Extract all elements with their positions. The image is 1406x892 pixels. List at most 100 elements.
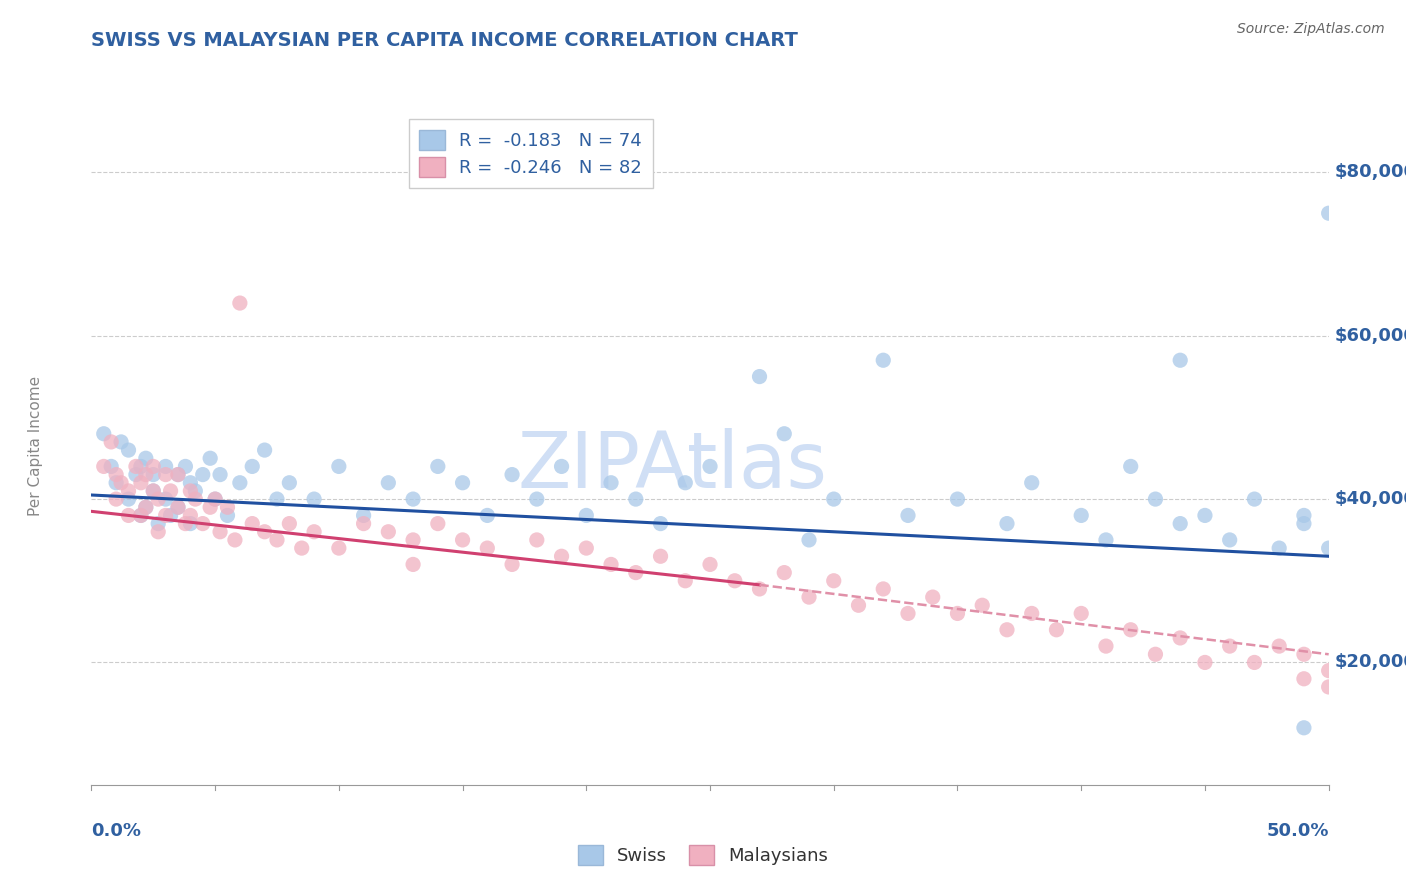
Point — [129, 508, 152, 523]
Point — [148, 492, 170, 507]
Point — [135, 451, 157, 466]
Point — [575, 508, 598, 523]
Point — [155, 467, 177, 482]
Text: $60,000: $60,000 — [1334, 326, 1406, 344]
Point — [1070, 508, 1092, 523]
Point — [167, 500, 190, 515]
Point — [328, 541, 350, 555]
Point — [217, 508, 239, 523]
Point — [848, 599, 870, 613]
Point — [224, 533, 246, 547]
Point — [377, 524, 399, 539]
Point — [650, 516, 672, 531]
Point — [100, 434, 122, 449]
Point — [451, 533, 474, 547]
Point — [198, 500, 221, 515]
Point — [135, 500, 157, 515]
Point — [93, 426, 115, 441]
Point — [209, 524, 232, 539]
Point — [1317, 680, 1340, 694]
Point — [1168, 516, 1191, 531]
Point — [1317, 206, 1340, 220]
Point — [266, 533, 288, 547]
Point — [1095, 639, 1118, 653]
Point — [402, 533, 425, 547]
Point — [142, 459, 165, 474]
Point — [142, 483, 165, 498]
Point — [897, 508, 920, 523]
Point — [526, 492, 548, 507]
Point — [1292, 721, 1315, 735]
Point — [1243, 492, 1265, 507]
Point — [174, 459, 197, 474]
Point — [1292, 508, 1315, 523]
Point — [155, 459, 177, 474]
Point — [575, 541, 598, 555]
Point — [1095, 533, 1118, 547]
Point — [823, 492, 845, 507]
Point — [1168, 631, 1191, 645]
Point — [1292, 516, 1315, 531]
Point — [209, 467, 232, 482]
Point — [699, 558, 721, 572]
Point — [872, 353, 894, 368]
Point — [699, 459, 721, 474]
Point — [1119, 623, 1142, 637]
Point — [302, 524, 325, 539]
Point — [501, 558, 523, 572]
Point — [477, 541, 499, 555]
Point — [217, 500, 239, 515]
Point — [148, 516, 170, 531]
Point — [184, 483, 207, 498]
Point — [110, 475, 132, 490]
Point — [1194, 508, 1216, 523]
Text: $80,000: $80,000 — [1334, 163, 1406, 181]
Point — [650, 549, 672, 564]
Point — [184, 492, 207, 507]
Point — [125, 459, 148, 474]
Point — [117, 492, 139, 507]
Point — [240, 516, 263, 531]
Text: 0.0%: 0.0% — [91, 822, 142, 840]
Text: SWISS VS MALAYSIAN PER CAPITA INCOME CORRELATION CHART: SWISS VS MALAYSIAN PER CAPITA INCOME COR… — [91, 31, 799, 50]
Point — [1021, 607, 1043, 621]
Point — [179, 508, 201, 523]
Point — [159, 483, 181, 498]
Point — [253, 524, 276, 539]
Point — [1219, 639, 1241, 653]
Point — [1119, 459, 1142, 474]
Point — [550, 459, 572, 474]
Point — [291, 541, 314, 555]
Point — [179, 516, 201, 531]
Point — [179, 483, 201, 498]
Point — [402, 492, 425, 507]
Point — [135, 500, 157, 515]
Point — [353, 516, 375, 531]
Point — [624, 492, 647, 507]
Point — [167, 467, 190, 482]
Point — [1268, 639, 1291, 653]
Text: Per Capita Income: Per Capita Income — [28, 376, 44, 516]
Point — [797, 590, 820, 604]
Point — [105, 467, 128, 482]
Point — [501, 467, 523, 482]
Point — [600, 475, 623, 490]
Point — [748, 369, 770, 384]
Point — [426, 459, 449, 474]
Point — [155, 492, 177, 507]
Point — [600, 558, 623, 572]
Point — [191, 467, 214, 482]
Point — [148, 524, 170, 539]
Point — [353, 508, 375, 523]
Point — [174, 516, 197, 531]
Point — [673, 574, 696, 588]
Point — [229, 296, 252, 310]
Point — [204, 492, 226, 507]
Point — [1243, 656, 1265, 670]
Point — [142, 483, 165, 498]
Legend: Swiss, Malaysians: Swiss, Malaysians — [568, 836, 838, 874]
Point — [1317, 541, 1340, 555]
Point — [125, 467, 148, 482]
Text: 50.0%: 50.0% — [1267, 822, 1329, 840]
Point — [426, 516, 449, 531]
